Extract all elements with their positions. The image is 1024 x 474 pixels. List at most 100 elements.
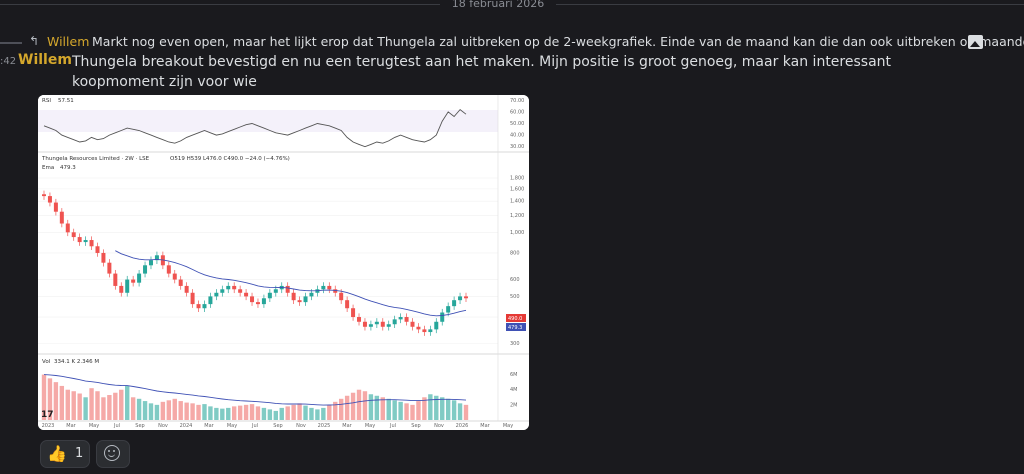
volume-bar <box>83 397 88 420</box>
volume-bar <box>113 392 118 420</box>
candle-body <box>238 289 243 293</box>
ohlc-legend: O519 H539 L476.0 C490.0 −24.0 (−4.76%) <box>170 156 290 162</box>
candle-body <box>59 211 64 224</box>
volume-bar <box>101 397 106 420</box>
reply-author[interactable]: Willem <box>47 34 90 49</box>
volume-bar <box>172 398 177 420</box>
volume-bar <box>291 404 296 420</box>
candle-body <box>357 317 362 322</box>
candle-body <box>464 296 468 299</box>
candle-body <box>42 194 46 197</box>
reaction-thumbs-up[interactable]: 👍 1 <box>40 440 90 468</box>
volume-bar <box>154 404 160 420</box>
candle-body <box>267 292 272 299</box>
message-author[interactable]: Willem <box>18 52 72 68</box>
volume-bar <box>59 385 65 420</box>
rsi-tick-label: 40.00 <box>510 133 524 139</box>
candle-body <box>89 240 94 247</box>
volume-bar <box>321 407 326 420</box>
candle-body <box>208 296 213 305</box>
candle-body <box>333 289 338 293</box>
volume-bar <box>95 391 100 420</box>
volume-bar <box>160 401 166 420</box>
volume-bar <box>220 408 225 420</box>
rsi-series-line <box>43 108 467 148</box>
volume-ma-line <box>43 374 467 406</box>
rsi-tick-label: 50.00 <box>510 121 524 127</box>
volume-bar <box>350 392 356 420</box>
volume-bar <box>404 403 409 420</box>
add-reaction-button[interactable] <box>96 440 130 468</box>
reaction-count: 1 <box>75 446 84 461</box>
candle-body <box>137 273 142 283</box>
volume-bar <box>273 410 279 420</box>
candle-body <box>250 296 255 303</box>
volume-bar <box>142 401 148 420</box>
volume-bars <box>41 374 469 420</box>
volume-bar <box>285 406 290 420</box>
volume-bar <box>190 403 195 420</box>
volume-bar <box>386 398 391 420</box>
volume-bar <box>237 405 243 420</box>
x-tick-label: Sep <box>411 423 420 429</box>
candle-body <box>131 279 136 283</box>
candle-body <box>368 324 373 327</box>
ema-label: Ema <box>42 165 54 171</box>
price-tick-label: 500 <box>510 294 520 300</box>
reply-reference[interactable]: ↰ Willem Markt nog even open, maar het l… <box>0 34 1024 52</box>
volume-bar <box>130 397 136 420</box>
candle-body <box>113 273 118 286</box>
vol-tick-label: 4M <box>510 387 518 393</box>
volume-bar <box>434 395 439 420</box>
candle-body <box>77 237 82 243</box>
add-reaction-icon <box>104 445 120 461</box>
price-tick-label: 1,200 <box>510 213 524 219</box>
candle-body <box>452 300 457 307</box>
candle-body <box>101 252 106 263</box>
x-tick-label: Mar <box>480 423 490 429</box>
candle-body <box>321 285 326 290</box>
price-tick-label: 300 <box>510 341 520 347</box>
volume-bar <box>65 389 70 420</box>
candle-body <box>178 279 183 286</box>
volume-bar <box>303 405 308 420</box>
volume-bar <box>267 409 273 420</box>
tradingview-logo: 17 <box>41 410 54 420</box>
candle-body <box>404 317 409 322</box>
volume-bar <box>107 395 112 420</box>
volume-bar <box>338 398 344 420</box>
ema-line <box>115 250 467 317</box>
thumbs-up-icon: 👍 <box>47 444 67 463</box>
volume-bar <box>184 402 189 420</box>
volume-bar <box>208 406 213 420</box>
price-tick-label: 1,800 <box>510 175 524 181</box>
volume-bar <box>261 407 267 420</box>
x-tick-label: May <box>503 423 513 429</box>
chart-image-attachment[interactable]: RSI 57.51 70.00 60.00 50.00 40.00 30.00 Thun… <box>38 95 529 430</box>
volume-bar <box>315 409 320 420</box>
volume-bar <box>368 394 374 420</box>
candle-body <box>226 285 231 290</box>
ema-badge <box>506 323 526 331</box>
candle-body <box>196 304 201 309</box>
volume-bar <box>327 404 332 420</box>
candle-body <box>255 302 260 305</box>
candle-body <box>172 273 177 280</box>
volume-bar <box>333 401 338 420</box>
candle-body <box>398 317 403 320</box>
candle-body <box>446 306 451 313</box>
volume-bar <box>214 407 219 420</box>
x-tick-label: Nov <box>158 423 168 429</box>
reply-arrow-icon: ↰ <box>29 34 40 48</box>
volume-bar <box>416 401 421 420</box>
candle-body <box>285 285 290 293</box>
x-tick-label: 2025 <box>318 423 331 429</box>
x-tick-label: Mar <box>342 423 352 429</box>
candle-body <box>190 292 195 305</box>
vol-tick-label: 6M <box>510 372 518 378</box>
volume-bar <box>89 388 94 420</box>
volume-bar <box>392 400 397 420</box>
candle-body <box>244 292 249 297</box>
reply-preview-text[interactable]: Markt nog even open, maar het lijkt erop… <box>92 34 1024 49</box>
candle-body <box>273 289 278 293</box>
